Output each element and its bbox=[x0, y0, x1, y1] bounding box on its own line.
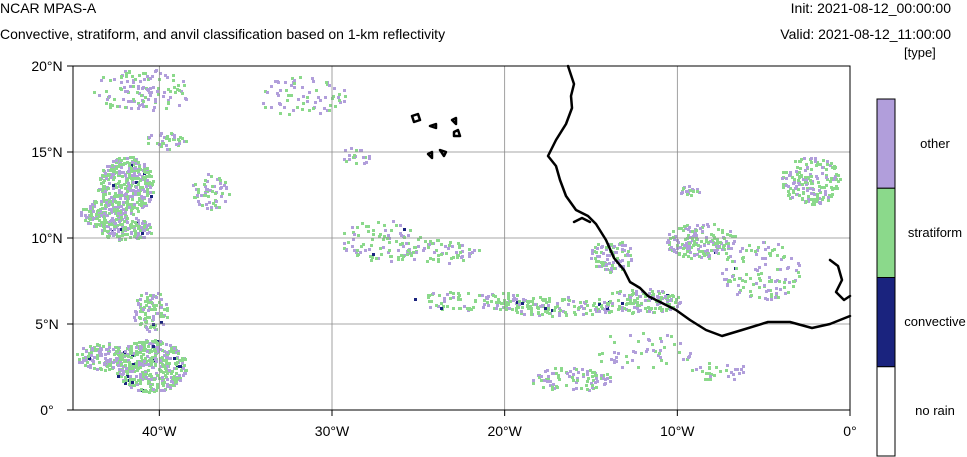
legend-units: [type] bbox=[904, 45, 936, 60]
map-gridlines bbox=[73, 65, 851, 411]
legend-colorbar bbox=[876, 98, 896, 457]
y-tick-label: 5°N bbox=[35, 316, 59, 332]
init-time: Init: 2021-08-12_00:00:00 bbox=[790, 0, 951, 16]
coastline-cape-verde-4 bbox=[452, 128, 462, 138]
coastline-bijagos bbox=[572, 216, 592, 224]
x-tick-label: 0° bbox=[843, 423, 856, 439]
legend-label: no rain bbox=[915, 403, 955, 418]
x-tick-label: 30°W bbox=[315, 423, 350, 439]
legend-label: stratiform bbox=[907, 225, 963, 240]
coastline-cape-verde-1 bbox=[410, 112, 422, 124]
coastline-east-atlantic-islands bbox=[828, 258, 852, 302]
coastline-cape-verde-6 bbox=[438, 148, 448, 158]
legend-label: convective bbox=[904, 314, 966, 329]
y-tick-label: 20°N bbox=[31, 58, 62, 74]
x-tick-label: 40°W bbox=[142, 423, 177, 439]
precip-classification-field bbox=[76, 69, 842, 394]
coastline-cape-verde-5 bbox=[426, 150, 434, 160]
x-tick-label: 20°W bbox=[487, 423, 522, 439]
coastline-cape-verde-2 bbox=[428, 122, 438, 130]
coastline-west-africa bbox=[546, 64, 852, 338]
map-title: NCAR MPAS-A bbox=[0, 0, 97, 16]
y-tick-label: 10°N bbox=[31, 230, 62, 246]
y-tick-label: 15°N bbox=[31, 144, 62, 160]
coastline bbox=[410, 64, 852, 338]
coastline-cape-verde-3 bbox=[450, 116, 458, 126]
legend-swatch bbox=[876, 366, 896, 457]
map-subtitle: Convective, stratiform, and anvil classi… bbox=[0, 26, 446, 42]
y-tick-label: 0° bbox=[40, 402, 53, 418]
x-tick-label: 10°W bbox=[660, 423, 695, 439]
legend-label: other bbox=[920, 136, 950, 151]
valid-time: Valid: 2021-08-12_11:00:00 bbox=[780, 26, 951, 42]
map-axis-ticks: 40°W 30°W 20°W 10°W 0° 20°N 15°N 10°N 5°N 0° bbox=[31, 58, 856, 439]
